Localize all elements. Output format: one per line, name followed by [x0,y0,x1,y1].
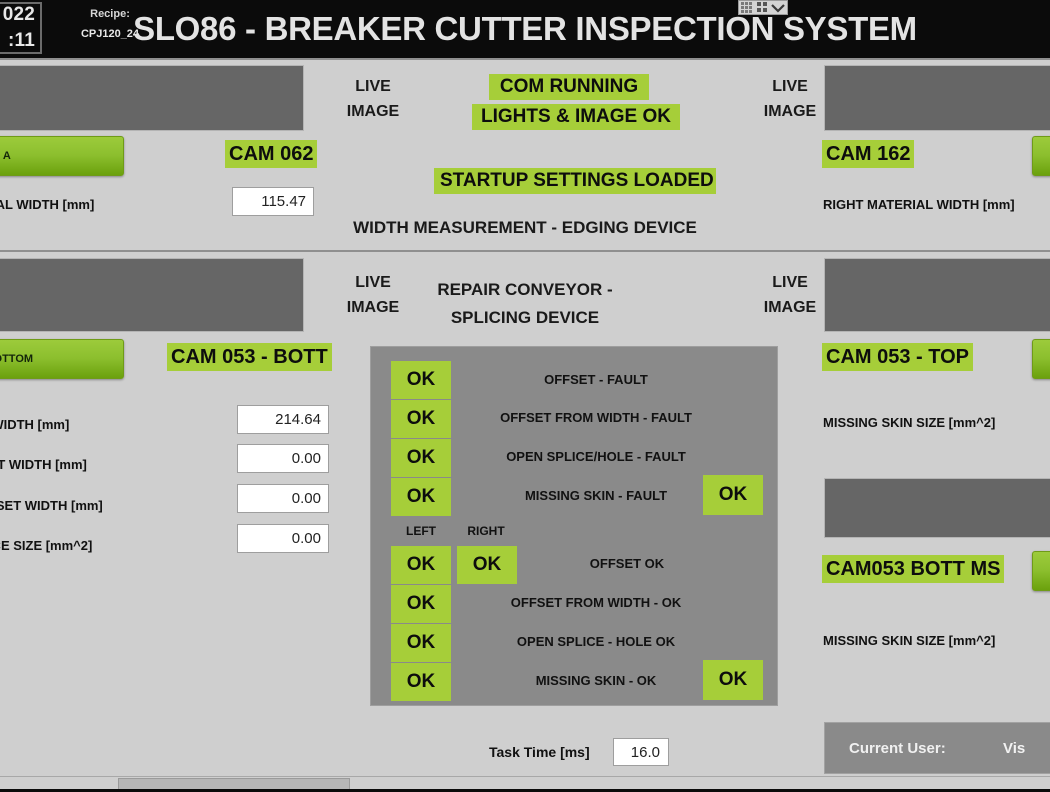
inspection-status-panel: OK OFFSET - FAULT OK OFFSET FROM WIDTH -… [370,346,778,706]
right-bott-missing-skin-label: MISSING SKIN SIZE [mm^2] [823,633,996,648]
cam-162-button[interactable] [1032,136,1050,176]
ok-label-3: MISSING SKIN - OK [535,673,657,688]
field-label-0: L WIDTH [mm] [0,417,70,432]
left-material-width-value[interactable]: 115.47 [232,187,314,216]
fault-label-2: OPEN SPLICE/HOLE - FAULT [506,449,686,464]
task-time-label: Task Time [ms] [489,744,590,760]
live-image-left-label: LIVE IMAGE [346,78,400,120]
dots-icon[interactable] [757,2,768,13]
column-header-left: LEFT [406,524,436,538]
section-width-measurement: LIVE IMAGE LIVE IMAGE COM RUNNING LIGHTS &… [0,58,1050,248]
right-top-missing-skin-label: MISSING SKIN SIZE [mm^2] [823,415,996,430]
ok-summary-status: OK [703,660,763,700]
ok-status-right-0: OK [457,546,517,584]
recipe-label: Recipe: [90,8,130,20]
current-user-box[interactable]: Current User: Vis [824,722,1050,774]
window-mini-toolbar[interactable] [738,0,788,15]
ok-status-left-2: OK [391,624,451,662]
fault-status-3: OK [391,478,451,516]
grid-icon[interactable] [741,2,754,13]
status-startup-settings: STARTUP SETTINGS LOADED [434,168,716,194]
status-lights-image-ok: LIGHTS & IMAGE OK [472,104,680,130]
datetime-display: 022 :11 [0,2,42,54]
live-image-right-repair-label: LIVE IMAGE [763,274,817,316]
cam-062-status-label: CAM 062 [225,140,318,168]
live-image-left-repair[interactable] [0,258,304,332]
live-image-right-repair[interactable] [824,258,1050,332]
cam-053-bottom-button[interactable]: 1 053 BOTTOM [0,339,124,379]
cam-053-bott-status-label: CAM 053 - BOTT [167,343,332,371]
cam-053-top-status-label: CAM 053 - TOP [822,343,973,371]
column-header-right: RIGHT [467,524,505,538]
right-material-width-label: RIGHT MATERIAL WIDTH [mm] [823,197,1015,212]
field-value-2[interactable]: 0.00 [237,484,329,513]
field-value-3[interactable]: 0.00 [237,524,329,553]
task-time-value[interactable]: 16.0 [613,738,669,766]
fault-label-1: OFFSET FROM WIDTH - FAULT [500,410,692,425]
section-width-title: WIDTH MEASUREMENT - EDGING DEVICE [353,218,697,237]
field-label-1: SET WIDTH [mm] [0,457,87,472]
horizontal-scrollbar[interactable] [0,776,1050,792]
cam-053-top-button[interactable] [1032,339,1050,379]
field-label-3: LICE SIZE [mm^2] [0,538,93,553]
chevron-down-icon[interactable] [771,3,785,13]
cam053-bott-ms-status-label: CAM053 BOTT MS [822,555,1005,583]
section-repair-title-line1: REPAIR CONVEYOR - [437,280,613,299]
ok-status-left-0: OK [391,546,451,584]
live-image-right-edging[interactable] [824,65,1050,131]
ok-status-left-1: OK [391,585,451,623]
fault-label-0: OFFSET - FAULT [544,372,648,387]
recipe-value: CPJ120_24 [80,28,140,40]
cam-162-status-label: CAM 162 [822,140,915,168]
fault-status-1: OK [391,400,451,438]
field-value-0[interactable]: 214.64 [237,405,329,434]
ok-label-0: OFFSET OK [589,556,665,571]
fault-label-3: MISSING SKIN - FAULT [524,488,668,503]
page-title: SLO86 - BREAKER CUTTER INSPECTION SYSTEM [133,10,917,47]
section-repair-title-line2: SPLICING DEVICE [450,308,600,327]
current-user-value: Vis [1003,739,1026,757]
live-image-right-label: LIVE IMAGE [763,78,817,120]
fault-status-2: OK [391,439,451,477]
time-text: :11 [7,30,35,51]
left-material-width-label: TERIAL WIDTH [mm] [0,197,95,212]
field-value-1[interactable]: 0.00 [237,444,329,473]
recipe-display: Recipe: CPJ120_24 [55,8,165,40]
fault-status-0: OK [391,361,451,399]
ok-status-left-3: OK [391,663,451,701]
app-header: 022 :11 Recipe: CPJ120_24 SLO86 - BREAKE… [0,0,1050,58]
ok-label-1: OFFSET FROM WIDTH - OK [510,595,682,610]
live-image-left-edging[interactable] [0,65,304,131]
status-com-running: COM RUNNING [489,74,649,100]
current-user-label: Current User: [849,739,946,757]
date-text: 022 [2,4,35,25]
fault-summary-status: OK [703,475,763,515]
window-bottom-edge [0,789,1050,792]
cam053-bott-ms-button[interactable] [1032,551,1050,591]
live-image-left-repair-label: LIVE IMAGE [346,274,400,316]
cam-062-a-button[interactable]: AM 062 - A [0,136,124,176]
ok-label-2: OPEN SPLICE - HOLE OK [516,634,676,649]
field-label-2: FFSET WIDTH [mm] [0,498,103,513]
live-image-right-bott-ms[interactable] [824,478,1050,538]
